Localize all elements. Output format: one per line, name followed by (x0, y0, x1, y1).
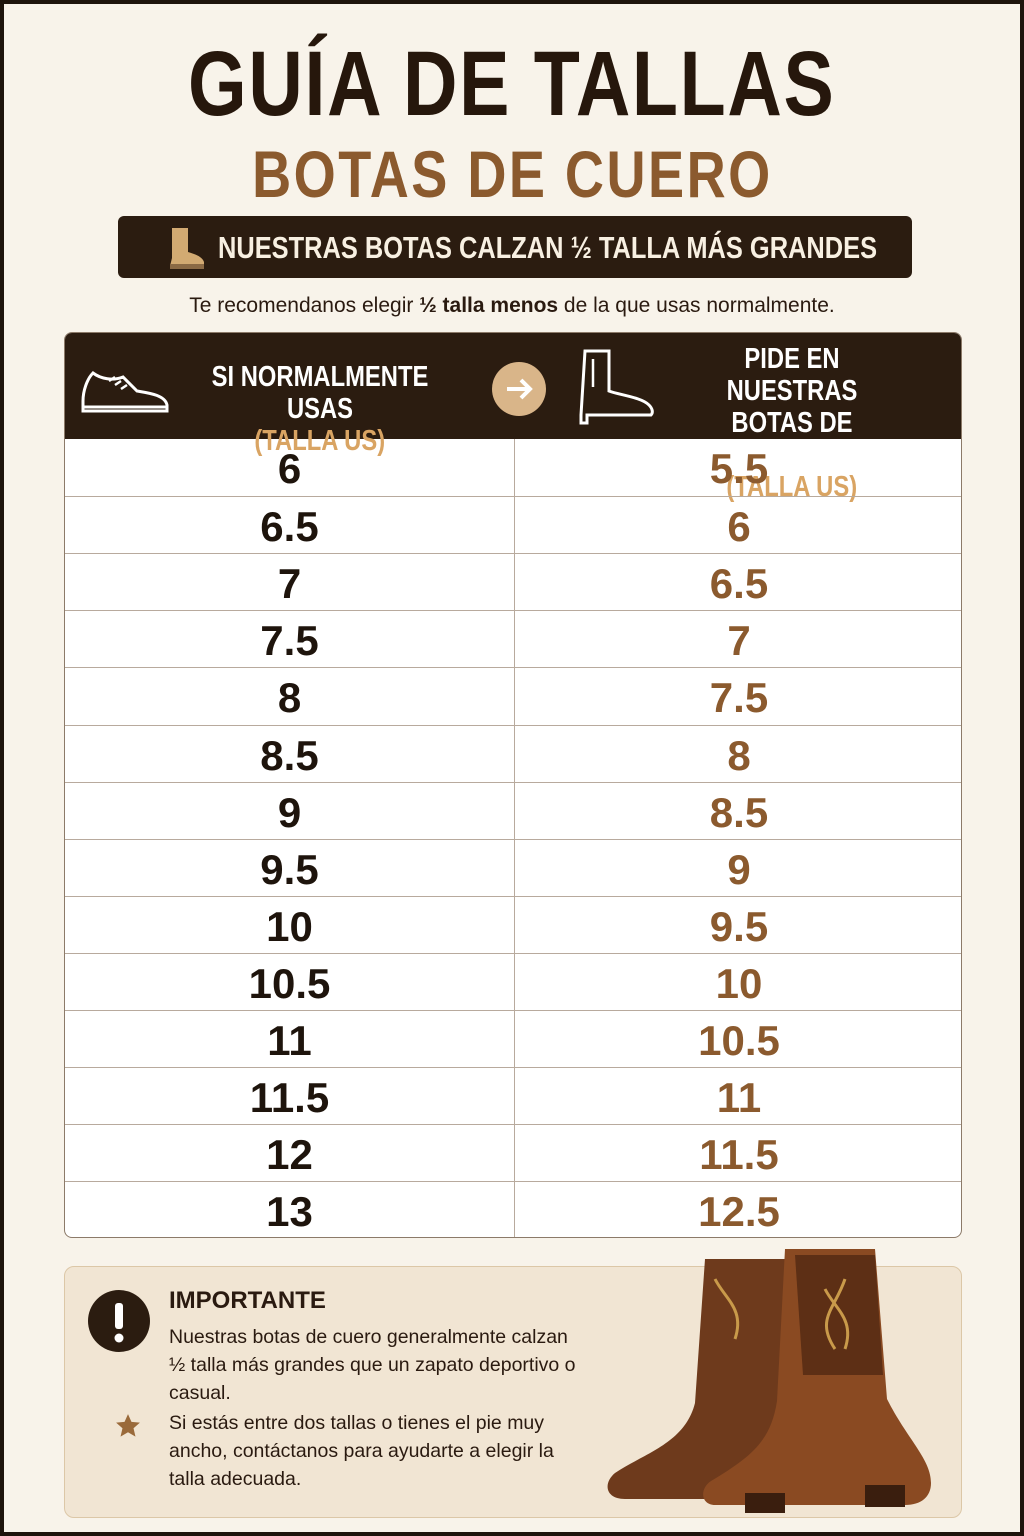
usual-size: 8.5 (260, 731, 319, 779)
table-row: 10.5 10 (65, 952, 961, 1011)
usual-size: 7.5 (260, 617, 319, 665)
note-tip: Si estás entre dos tallas o tienes el pi… (169, 1412, 554, 1490)
boot-size: 6 (514, 497, 961, 555)
table-row: 11 10.5 (65, 1010, 961, 1068)
boots-image (607, 1249, 931, 1513)
boot-size: 9.5 (514, 896, 961, 954)
sneaker-icon (81, 371, 169, 413)
boot-size: 9 (514, 839, 961, 897)
size-table: SI NORMALMENTE USAS (TALLA US) PIDE EN NU… (64, 332, 962, 1238)
usual-size: 7 (277, 560, 302, 608)
table-row: 10 9.5 (65, 895, 961, 954)
boot-size: 10 (514, 953, 961, 1011)
boot-size: 6.5 (514, 554, 961, 612)
header-label: SI NORMALMENTE USAS (211, 361, 429, 425)
boot-size: 8.5 (514, 782, 961, 840)
star-icon (116, 1414, 140, 1437)
usual-size: 8 (277, 674, 302, 722)
table-row: 6.5 6 (65, 496, 961, 555)
usual-size: 11 (267, 1017, 312, 1064)
arrow-icon (492, 362, 546, 416)
subtitle: BOTAS DE CUERO (4, 136, 1020, 212)
table-row: 12 11.5 (65, 1124, 961, 1183)
banner: NUESTRAS BOTAS CALZAN ½ TALLA MÁS GRANDE… (118, 216, 912, 278)
table-row: 6 5.5 (65, 439, 961, 496)
table-row: 8.5 8 (65, 724, 961, 783)
usual-size: 10.5 (248, 959, 331, 1007)
note-box: IMPORTANTE Nuestras botas de cuero gener… (64, 1249, 962, 1518)
boot-size: 11 (514, 1068, 961, 1126)
usual-size: 11.5 (249, 1074, 330, 1122)
table-row: 9.5 9 (65, 838, 961, 897)
header-col2: PIDE EN NUESTRAS BOTAS DE CUERO (TALLA US… (625, 343, 959, 503)
title-text: GUÍA DE TALLAS (188, 33, 836, 135)
header-unit: (TALLA US) (726, 471, 858, 503)
boot-size: 5.5 (514, 439, 961, 496)
table-row: 7.5 7 (65, 610, 961, 669)
table-row: 11.5 11 (65, 1067, 961, 1126)
rec-text: Te recomendanos elegir (189, 294, 420, 317)
boot-size: 10.5 (514, 1011, 961, 1068)
warning-icon (88, 1290, 150, 1352)
table-header: SI NORMALMENTE USAS (TALLA US) PIDE EN NU… (65, 333, 961, 503)
banner-text: NUESTRAS BOTAS CALZAN ½ TALLA MÁS GRANDE… (218, 230, 878, 265)
boot-icon (170, 228, 204, 269)
title: GUÍA DE TALLAS (4, 32, 1020, 137)
table-row: 9 8.5 (65, 781, 961, 840)
table-row: 13 12.5 (65, 1181, 961, 1237)
usual-size: 13 (266, 1188, 313, 1236)
header-col1: SI NORMALMENTE USAS (TALLA US) (165, 361, 475, 457)
header-unit: (TALLA US) (254, 425, 386, 457)
rec-bold: ½ talla menos (419, 294, 559, 317)
usual-size: 6 (277, 445, 302, 492)
boot-size: 8 (514, 725, 961, 783)
usual-size: 12 (266, 1131, 313, 1179)
rec-text: de la que usas normalmente. (558, 294, 835, 317)
usual-size: 9.5 (260, 845, 319, 893)
boot-size: 12.5 (514, 1182, 961, 1237)
infographic: GUÍA DE TALLAS BOTAS DE CUERO NUESTRAS B… (4, 4, 1020, 1532)
usual-size: 10 (266, 902, 313, 950)
note-text: Nuestras botas de cuero generalmente cal… (169, 1326, 576, 1404)
header-label: PIDE EN NUESTRAS BOTAS DE CUERO (726, 343, 858, 471)
boot-outline-icon (579, 349, 654, 425)
usual-size: 6.5 (260, 503, 319, 551)
boot-size: 7.5 (514, 668, 961, 726)
table-row: 8 7.5 (65, 667, 961, 726)
usual-size: 9 (277, 788, 302, 836)
boot-size: 11.5 (514, 1125, 961, 1183)
recommendation: Te recomendanos elegir ½ talla menos de … (4, 294, 1020, 318)
note-title: IMPORTANTE (169, 1287, 326, 1314)
table-row: 7 6.5 (65, 553, 961, 612)
subtitle-text: BOTAS DE CUERO (251, 137, 773, 211)
boot-size: 7 (514, 611, 961, 669)
